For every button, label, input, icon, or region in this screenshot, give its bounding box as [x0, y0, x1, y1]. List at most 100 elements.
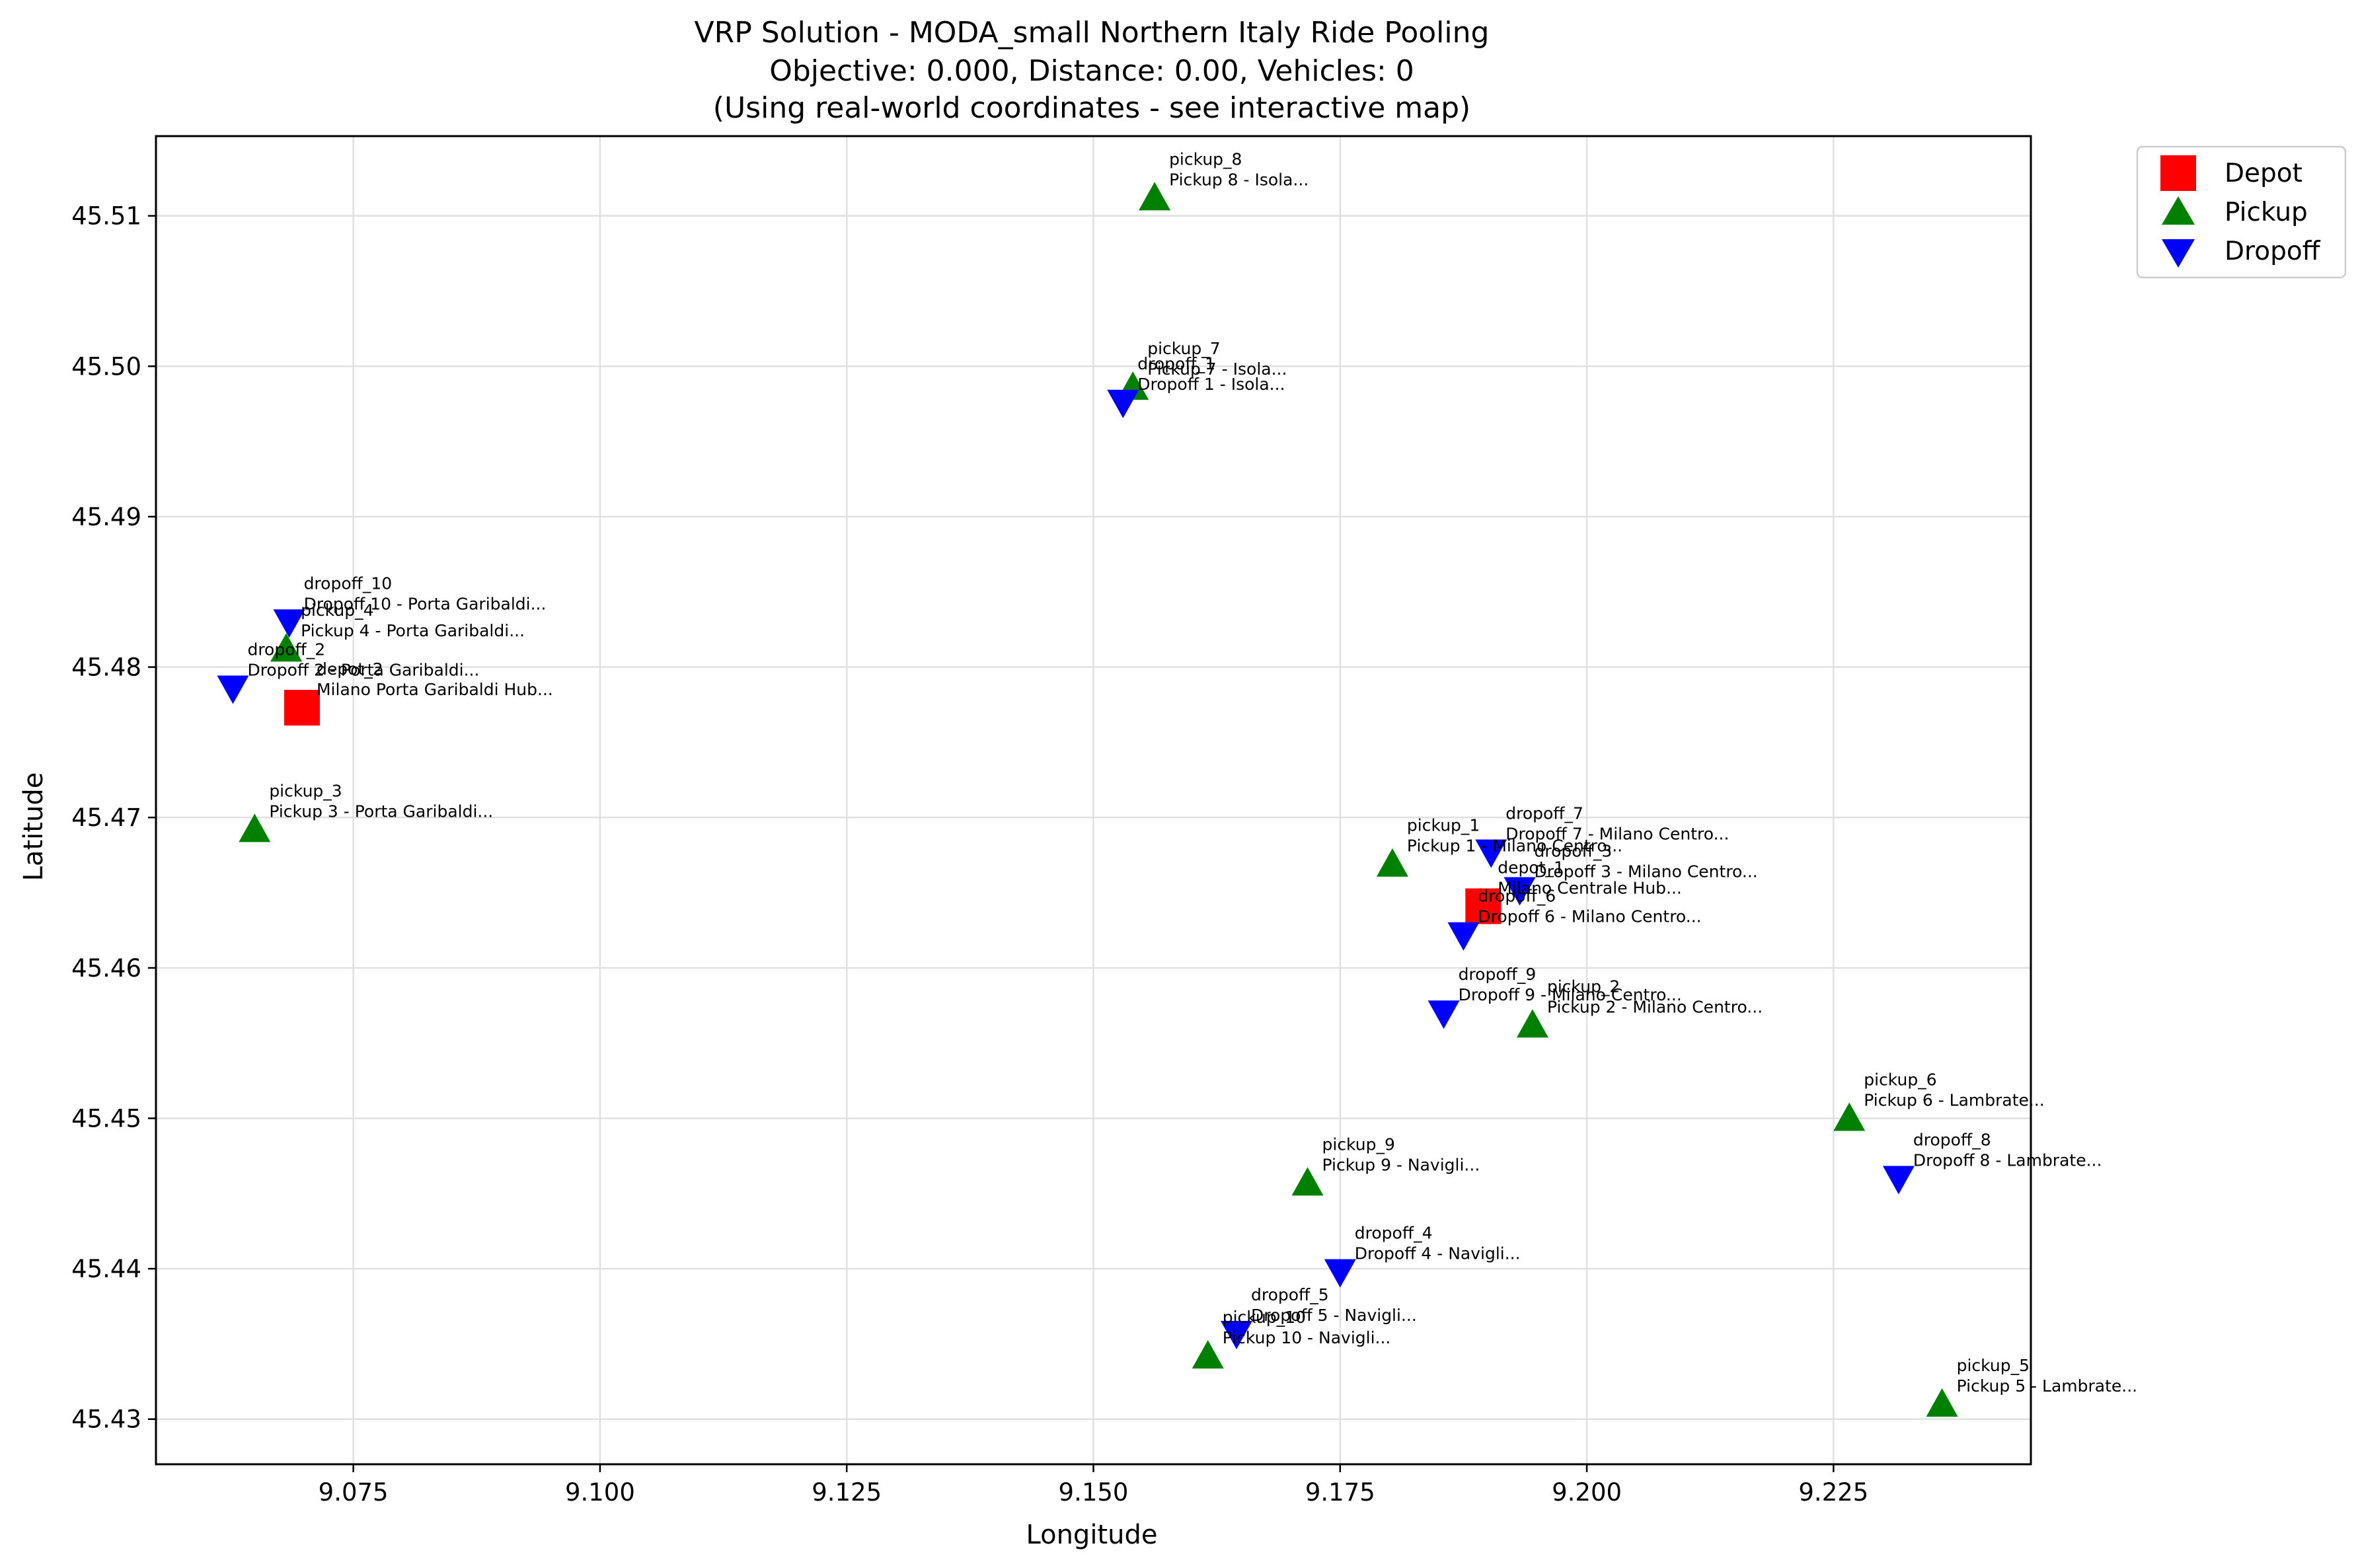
dropoff-marker [1324, 1259, 1356, 1288]
pickup-marker [270, 633, 303, 662]
legend: Depot Pickup Dropoff [2136, 145, 2347, 279]
y-tick-label: 45.46 [71, 954, 141, 983]
point-id-label: pickup_2 [1547, 977, 1620, 996]
point-description-label: Dropoff 10 - Porta Garibaldi... [304, 594, 547, 613]
point-id-label: pickup_4 [301, 601, 373, 620]
point-description-label: Pickup 9 - Navigli... [1322, 1155, 1480, 1174]
chart-title: VRP Solution - MODA_small Northern Italy… [695, 16, 1490, 125]
x-tick-label: 9.125 [812, 1478, 882, 1507]
point-id-label: dropoff_4 [1355, 1224, 1433, 1243]
pickup-marker [1376, 848, 1408, 877]
legend-depot-marker [2160, 155, 2196, 191]
x-tick-label: 9.075 [319, 1478, 389, 1507]
legend-dropoff-marker [2162, 239, 2195, 268]
y-tick-label: 45.50 [71, 352, 141, 381]
pickup-marker [239, 813, 271, 842]
scatter-points [217, 182, 1958, 1417]
point-description-label: Dropoff 2 - Porta Garibaldi... [247, 660, 479, 679]
point-description-label: Dropoff 9 - Milano Centro... [1459, 985, 1682, 1004]
legend-entry-dropoff: Dropoff [2162, 237, 2321, 268]
y-tick-label: 45.48 [71, 653, 141, 682]
y-axis-label: Latitude [19, 772, 49, 881]
x-tick-label: 9.200 [1552, 1478, 1622, 1507]
y-tick-label: 45.51 [71, 202, 141, 231]
pickup-marker [1291, 1167, 1324, 1196]
point-description-label: Dropoff 7 - Milano Centro... [1505, 825, 1729, 844]
dropoff-marker [1107, 389, 1139, 418]
x-tick-label: 9.225 [1798, 1478, 1868, 1507]
title-line-3: (Using real-world coordinates - see inte… [713, 91, 1470, 125]
depot-marker [284, 690, 320, 726]
y-tick-label: 45.47 [71, 803, 141, 832]
point-description-label: Pickup 4 - Porta Garibaldi... [301, 621, 525, 640]
point-id-label: dropoff_5 [1251, 1285, 1329, 1304]
dropoff-marker [1221, 1320, 1253, 1349]
y-tick-label: 45.43 [71, 1405, 141, 1434]
point-id-label: pickup_7 [1147, 339, 1220, 358]
depot-marker [1465, 888, 1502, 924]
pickup-marker [1516, 1009, 1548, 1038]
point-id-label: dropoff_8 [1913, 1130, 1991, 1149]
legend-entry-pickup: Pickup [2162, 196, 2308, 227]
dropoff-marker [1503, 877, 1536, 906]
point-id-label: pickup_9 [1322, 1135, 1395, 1154]
legend-entry-depot: Depot [2160, 155, 2302, 191]
x-axis-label: Longitude [1026, 1520, 1158, 1550]
title-line-1: VRP Solution - MODA_small Northern Italy… [695, 16, 1490, 50]
dropoff-marker [1475, 839, 1507, 868]
point-description-label: Pickup 10 - Navigli... [1223, 1328, 1391, 1347]
point-id-label: dropoff_1 [1137, 354, 1215, 373]
point-id-label: depot_2 [317, 659, 383, 679]
grid-lines [156, 136, 2031, 1464]
point-description-label: Milano Porta Garibaldi Hub... [317, 680, 553, 699]
y-tick-label: 45.45 [71, 1104, 141, 1133]
x-axis-ticks: 9.075 9.100 9.125 9.150 9.175 9.200 9.225 [319, 1464, 1868, 1507]
point-id-label: pickup_10 [1223, 1308, 1306, 1327]
dropoff-marker [273, 609, 305, 638]
legend-pickup-marker [2162, 196, 2195, 225]
legend-pickup-label: Pickup [2225, 198, 2308, 227]
point-id-label: dropoff_6 [1478, 887, 1556, 906]
title-line-2: Objective: 0.000, Distance: 0.00, Vehicl… [769, 54, 1414, 88]
x-tick-label: 9.100 [565, 1478, 635, 1507]
point-description-label: Pickup 5 - Lambrate... [1957, 1376, 2138, 1396]
point-description-label: Dropoff 6 - Milano Centro... [1478, 907, 1701, 926]
point-id-label: dropoff_2 [247, 640, 325, 659]
point-description-label: Dropoff 8 - Lambrate... [1913, 1150, 2102, 1170]
dropoff-marker [1427, 1000, 1460, 1029]
dropoff-marker [217, 675, 249, 704]
point-description-label: Dropoff 3 - Milano Centro... [1535, 862, 1758, 881]
x-tick-label: 9.175 [1305, 1478, 1375, 1507]
legend-dropoff-label: Dropoff [2225, 237, 2321, 266]
point-id-label: pickup_8 [1169, 149, 1242, 168]
point-id-label: pickup_5 [1957, 1356, 2030, 1375]
point-id-label: depot_1 [1498, 858, 1564, 877]
point-id-label: dropoff_10 [304, 574, 393, 593]
point-description-label: Milano Centrale Hub... [1498, 878, 1682, 897]
point-description-label: Dropoff 5 - Navigli... [1251, 1306, 1417, 1325]
dropoff-marker [1447, 922, 1480, 951]
pickup-marker [1192, 1340, 1224, 1369]
point-id-label: dropoff_9 [1459, 965, 1537, 984]
x-tick-label: 9.150 [1059, 1478, 1129, 1507]
point-description-label: Pickup 8 - Isola... [1169, 170, 1309, 189]
point-description-label: Pickup 1 - Milano Centro... [1407, 837, 1622, 856]
point-description-label: Pickup 6 - Lambrate... [1864, 1090, 2045, 1109]
point-description-label: Pickup 7 - Isola... [1147, 359, 1287, 379]
point-description-label: Dropoff 4 - Navigli... [1355, 1244, 1521, 1263]
point-id-label: pickup_6 [1864, 1070, 1936, 1089]
dropoff-marker [1882, 1166, 1915, 1195]
point-id-label: pickup_3 [269, 781, 342, 800]
y-axis-ticks: 45.43 45.44 45.45 45.46 45.47 45.48 45.49 45.50… [71, 202, 156, 1434]
point-description-label: Dropoff 1 - Isola... [1137, 375, 1285, 394]
point-id-label: dropoff_7 [1505, 804, 1583, 823]
point-id-label: dropoff_3 [1535, 841, 1613, 860]
point-description-label: Pickup 3 - Porta Garibaldi... [269, 802, 493, 821]
y-tick-label: 45.44 [71, 1255, 141, 1283]
pickup-marker [1926, 1388, 1958, 1417]
y-tick-label: 45.49 [71, 503, 141, 531]
pickup-marker [1139, 182, 1171, 211]
